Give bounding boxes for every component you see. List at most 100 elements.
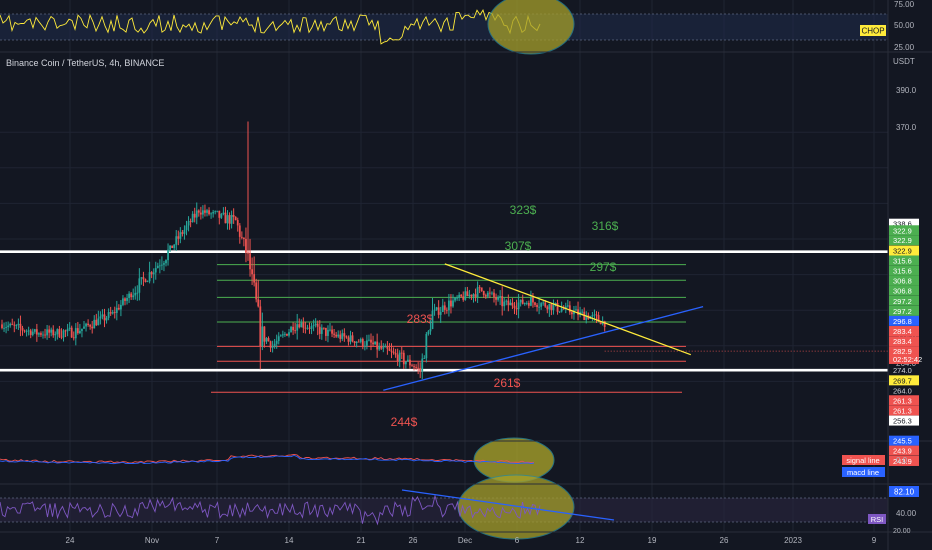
candle-body [31, 331, 34, 335]
candle-body [527, 302, 530, 306]
candle-body [52, 329, 55, 336]
candle-body [519, 299, 522, 303]
candle-body [226, 215, 229, 224]
candle-body [407, 359, 409, 362]
candle-body [472, 294, 475, 297]
candle-body [91, 326, 94, 329]
candle-body [156, 265, 159, 269]
candle-body [79, 330, 81, 334]
candle-body [341, 333, 344, 339]
candle-body [183, 229, 186, 234]
candle-body [491, 292, 493, 294]
chop-pane[interactable] [0, 0, 888, 55]
candle-body [560, 308, 563, 312]
rsi-scale: 82.10 40.00 20.00 RSI [868, 486, 919, 535]
candle-body [263, 326, 266, 342]
candle-body [298, 324, 301, 328]
candle-body [230, 214, 233, 224]
candle-body [554, 302, 557, 305]
candle-body [243, 237, 245, 239]
candle-body [191, 213, 194, 223]
candle-body [165, 260, 167, 264]
level-label: 283$ [407, 312, 434, 326]
candle-body [484, 295, 487, 297]
candle-body [128, 293, 130, 298]
macd-line-label: macd line [847, 468, 879, 477]
candle-body [107, 312, 110, 318]
price-tag-label: 297.2 [893, 307, 912, 316]
ascending-trendline[interactable] [383, 306, 704, 391]
candle-body [185, 225, 188, 230]
candle-body [245, 238, 247, 253]
candle-body [552, 304, 555, 311]
candle-body [312, 325, 315, 327]
candle-body [542, 302, 545, 304]
candle-body [480, 287, 483, 291]
candle-body [384, 345, 387, 348]
level-label: 297$ [590, 260, 617, 274]
candle-body [577, 309, 579, 315]
candle-body [197, 210, 200, 213]
price-pane[interactable]: 323$ 316$ 307$ 297$ 283$ 261$ 244$ [0, 121, 888, 429]
candle-body [443, 305, 446, 310]
candle-body [87, 323, 89, 326]
candle-body [302, 322, 305, 328]
rsi-pane[interactable] [0, 474, 888, 540]
rsi-divergence-trendline[interactable] [401, 489, 615, 521]
chop-indicator-label: CHOP [861, 27, 884, 36]
descending-trendline[interactable] [444, 263, 692, 356]
chop-line [0, 9, 541, 45]
candle-body [532, 297, 534, 303]
candle-body [25, 330, 28, 332]
candle-body [255, 282, 258, 300]
horizontal-levels[interactable]: 323$ 316$ 307$ 297$ 283$ 261$ 244$ [0, 203, 888, 429]
candle-body [74, 328, 77, 339]
rsi-value-tag [889, 486, 919, 497]
candle-body [546, 306, 549, 310]
price-tag [889, 245, 919, 256]
candle-body [169, 245, 171, 250]
candle-body [318, 326, 321, 334]
candle-body [64, 330, 67, 332]
candle-body [175, 236, 178, 245]
price-tick: 390.0 [896, 86, 917, 95]
candle-body [306, 327, 309, 329]
candle-body [273, 343, 276, 347]
candle-body [429, 328, 432, 332]
price-tag [889, 415, 919, 426]
candle-body [216, 210, 219, 212]
candle-body [595, 314, 598, 316]
candle-body [439, 312, 442, 315]
candle-body [329, 329, 331, 331]
candle-body [76, 328, 79, 334]
candle-body [568, 305, 571, 313]
candle-body [593, 314, 596, 316]
price-scale[interactable]: 75.00 50.00 25.00 CHOP 390.0370.0274.026… [842, 0, 922, 535]
candle-body [482, 290, 485, 296]
time-axis-label: 19 [648, 536, 657, 545]
candle-body [93, 319, 96, 329]
candle-body [464, 291, 467, 300]
candle-body [259, 306, 262, 347]
candle-body [54, 334, 57, 336]
candle-body [296, 324, 299, 331]
macd-pane[interactable] [0, 437, 555, 483]
price-tag [889, 265, 919, 276]
candle-body [115, 307, 118, 313]
time-axis[interactable]: 24 Nov 7 14 21 26 Dec 6 12 19 26 2023 9 [66, 536, 877, 545]
candle-body [132, 295, 135, 298]
candle-body [234, 216, 237, 221]
candle-body [126, 297, 128, 301]
candle-body [536, 304, 538, 308]
candle-body [392, 351, 395, 354]
candle-body [60, 336, 63, 338]
candle-body [35, 329, 38, 335]
candle-body [355, 341, 358, 343]
candle-body [292, 326, 294, 331]
time-axis-label: 26 [409, 536, 418, 545]
candle-body [497, 297, 499, 300]
candle-body [513, 305, 516, 308]
candle-body [44, 334, 46, 336]
candle-body [486, 292, 489, 297]
